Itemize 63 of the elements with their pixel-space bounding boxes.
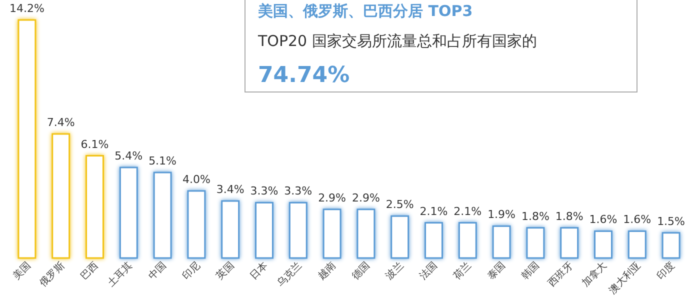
bar <box>187 190 206 259</box>
bar <box>458 222 477 259</box>
data-label: 5.1% <box>148 154 177 168</box>
bar <box>424 222 443 259</box>
bar <box>322 208 342 259</box>
x-tick-label: 波兰 <box>383 260 406 282</box>
bar <box>628 230 646 259</box>
data-label: 2.9% <box>352 191 380 204</box>
bar <box>390 215 410 259</box>
x-tick-label: 韩国 <box>518 260 542 282</box>
data-label: 6.1% <box>80 138 109 151</box>
x-tick-label: 日本 <box>248 260 270 282</box>
x-tick-label: 美国 <box>10 260 34 282</box>
x-tick-label: 加拿大 <box>580 260 610 290</box>
bar <box>221 200 240 259</box>
x-tick-label: 越南 <box>316 260 338 282</box>
x-tick-label: 荷兰 <box>451 260 474 282</box>
x-tick-label: 澳大利亚 <box>606 260 644 296</box>
data-label: 1.6% <box>623 213 652 226</box>
bar <box>153 172 172 259</box>
x-tick-label: 印尼 <box>180 260 203 282</box>
data-label: 4.0% <box>182 172 210 186</box>
x-tick-label: 乌克兰 <box>274 260 304 290</box>
data-label: 3.3% <box>250 184 278 198</box>
annotation: 74.74% <box>258 63 350 88</box>
x-tick-label: 德国 <box>350 260 372 282</box>
data-label: 3.3% <box>284 184 312 198</box>
x-tick-label: 巴西 <box>78 260 101 282</box>
bar <box>492 225 511 259</box>
data-label: 14.2% <box>9 2 44 15</box>
x-tick-label: 土耳其 <box>105 260 135 290</box>
bar <box>255 202 274 259</box>
bar <box>526 227 545 259</box>
data-label: 2.1% <box>420 204 448 218</box>
data-label: 1.5% <box>657 214 686 228</box>
data-label: 3.4% <box>216 183 244 196</box>
x-tick-label: 泰国 <box>486 260 508 282</box>
annotation: 美国、俄罗斯、巴西分居 TOP3 <box>257 2 473 20</box>
bar <box>18 19 36 259</box>
bar <box>86 155 104 259</box>
bar <box>662 232 680 259</box>
data-label: 5.4% <box>114 149 143 162</box>
x-tick-label: 印度 <box>654 260 678 282</box>
x-tick-label: 英国 <box>214 260 236 282</box>
annotation: TOP20 国家交易所流量总和占所有国家的 <box>257 32 537 50</box>
bar <box>52 133 70 259</box>
data-label: 1.6% <box>589 213 618 226</box>
data-label: 2.9% <box>318 191 346 204</box>
bar <box>594 230 612 259</box>
bar <box>288 202 308 259</box>
x-tick-label: 法国 <box>417 260 440 282</box>
data-label: 2.5% <box>386 198 414 212</box>
data-label: 1.9% <box>488 208 516 222</box>
bar <box>356 208 376 259</box>
x-tick-label: 俄罗斯 <box>37 260 67 290</box>
data-label: 2.1% <box>454 204 482 218</box>
x-tick-label: 中国 <box>146 260 169 282</box>
data-label: 1.8% <box>555 210 584 223</box>
bar <box>560 227 579 259</box>
data-label: 1.8% <box>521 210 550 223</box>
x-tick-label: 西班牙 <box>546 260 576 290</box>
bar <box>119 166 138 259</box>
data-label: 7.4% <box>46 116 75 129</box>
